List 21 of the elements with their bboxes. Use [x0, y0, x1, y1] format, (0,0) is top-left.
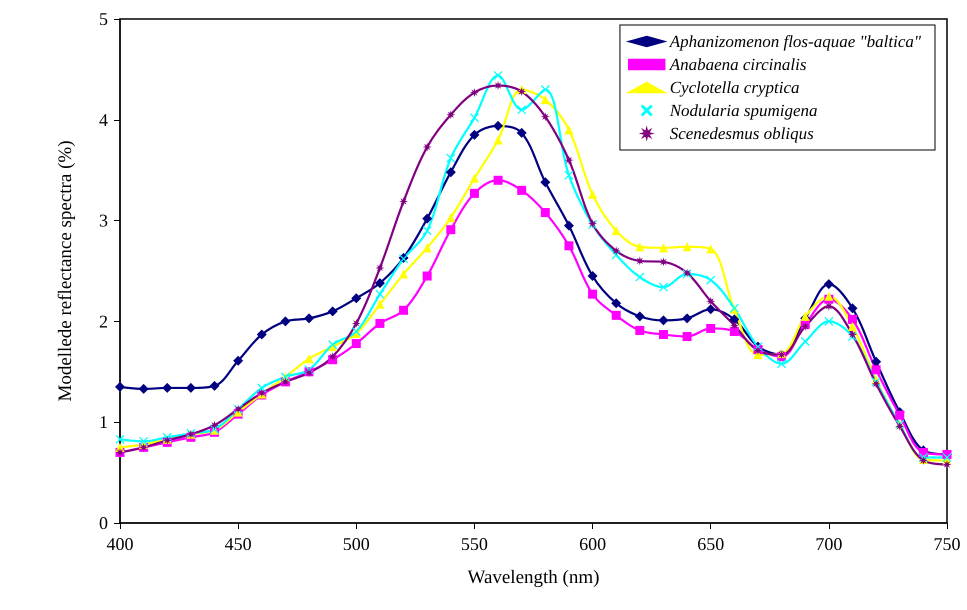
legend-label: Cyclotella cryptica — [670, 78, 800, 97]
legend-label: Nodularia spumigena — [668, 101, 818, 120]
y-axis-title: Modellede reflectance spectra (%) — [55, 140, 76, 402]
x-tick-label: 550 — [460, 534, 488, 554]
y-tick-label: 2 — [99, 311, 108, 332]
x-tick-label: 500 — [342, 534, 370, 554]
y-tick-label: 0 — [99, 513, 108, 533]
legend-label: Aphanizomenon flos-aquae "baltica" — [668, 32, 922, 51]
x-axis-title: Wavelength (nm) — [468, 567, 600, 588]
y-tick-label: 5 — [99, 9, 108, 29]
x-tick-label: 600 — [579, 534, 606, 554]
legend-label: Scenedesmus obliqus — [670, 124, 814, 143]
legend-label: Anabaena circinalis — [668, 55, 807, 74]
x-tick-label: 650 — [697, 534, 724, 554]
y-tick-label: 1 — [99, 412, 108, 432]
x-tick-label: 700 — [815, 534, 842, 554]
y-tick-label: 4 — [99, 110, 108, 130]
y-tick-label: 3 — [99, 210, 108, 231]
x-tick-label: 400 — [106, 534, 134, 554]
x-tick-label: 450 — [224, 534, 252, 554]
x-tick-label: 750 — [934, 534, 960, 554]
